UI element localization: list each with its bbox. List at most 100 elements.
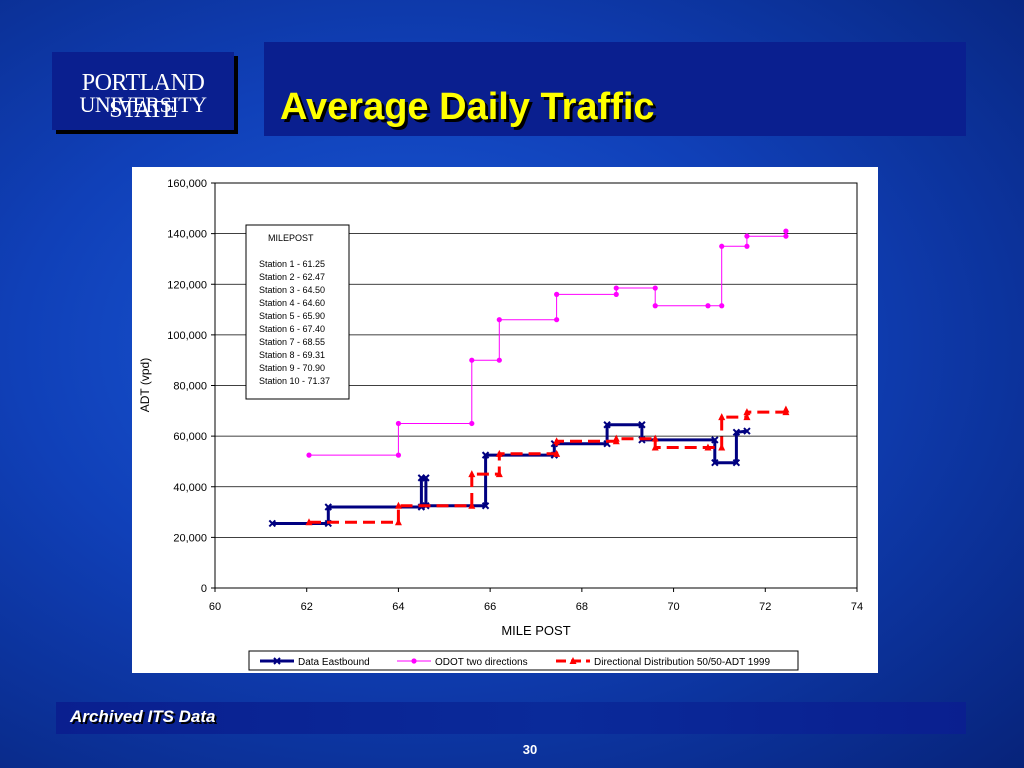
data-point [711, 458, 719, 467]
legend-marker [569, 657, 577, 664]
milepost-title: MILEPOST [268, 233, 314, 243]
legend-label: Data Eastbound [298, 657, 370, 668]
legend-label: Directional Distribution 50/50-ADT 1999 [594, 657, 770, 668]
data-point [744, 233, 750, 239]
milepost-entry: Station 5 - 65.90 [259, 311, 325, 321]
milepost-entry: Station 10 - 71.37 [259, 376, 330, 386]
data-point [554, 317, 560, 323]
y-tick-label: 60,000 [173, 431, 207, 443]
data-point [743, 408, 751, 416]
data-point [704, 443, 712, 451]
title-bar: Average Daily Traffic [264, 42, 966, 136]
y-tick-label: 120,000 [167, 279, 207, 291]
y-tick-label: 80,000 [173, 381, 207, 393]
data-point [613, 285, 619, 291]
adt-chart: 0 20,000 40,000 60,000 80,000 100,000 120,000 1… [138, 178, 863, 671]
page-number: 30 [522, 742, 538, 757]
series-0 [268, 421, 751, 528]
legend-marker [273, 657, 281, 665]
data-point [306, 452, 312, 458]
slide-title: Average Daily Traffic [280, 86, 655, 128]
data-point [732, 458, 741, 467]
data-point [553, 437, 561, 445]
milepost-entry: Station 3 - 64.50 [259, 285, 325, 295]
data-point [783, 228, 789, 234]
data-point [743, 413, 751, 421]
y-tick-label: 40,000 [173, 482, 207, 494]
data-point [705, 303, 711, 309]
y-tick-label: 100,000 [167, 330, 207, 342]
series-1 [306, 228, 789, 458]
x-tick-label: 66 [484, 601, 496, 613]
data-point [613, 291, 619, 297]
data-point [268, 519, 277, 528]
data-point [732, 428, 741, 437]
data-point [468, 501, 476, 509]
y-axis-label: ADT (vpd) [138, 358, 152, 412]
data-point [719, 303, 725, 309]
series-line [309, 409, 788, 524]
milepost-entry: Station 9 - 70.90 [259, 363, 325, 373]
data-point [783, 233, 789, 239]
x-tick-label: 68 [576, 601, 588, 613]
data-point [395, 420, 402, 427]
y-tick-label: 160,000 [167, 178, 207, 190]
data-point [651, 443, 659, 451]
data-point [324, 503, 332, 511]
data-point [744, 243, 750, 249]
milepost-entry: Station 1 - 61.25 [259, 259, 325, 269]
series-line [272, 423, 748, 525]
data-point [652, 285, 658, 291]
legend-label: ODOT two directions [435, 657, 528, 668]
logo-line-2: UNIVERSITY [79, 92, 208, 117]
milepost-box [245, 224, 350, 400]
chart-panel: 0 20,000 40,000 60,000 80,000 100,000 120,000 1… [132, 167, 878, 673]
data-point [468, 470, 476, 478]
x-tick-label: 74 [851, 601, 863, 613]
logo-line-1: PORTLAND STATE [81, 70, 205, 123]
data-point [719, 243, 725, 249]
data-point [743, 427, 751, 435]
x-tick-label: 60 [209, 601, 221, 613]
data-point [495, 470, 503, 478]
footer-text: Archived ITS Data [70, 707, 216, 726]
x-axis-label: MILE POST [501, 623, 570, 638]
footer-bar: Archived ITS Data [56, 702, 966, 734]
series-line [309, 231, 787, 456]
data-point [651, 434, 659, 442]
data-point [495, 449, 503, 457]
milepost-entry: Station 8 - 69.31 [259, 350, 325, 360]
milepost-entry: Station 7 - 68.55 [259, 337, 325, 347]
data-point [652, 303, 658, 309]
data-point [496, 317, 502, 323]
data-point [638, 421, 646, 429]
data-point [422, 474, 430, 482]
data-point [553, 449, 561, 457]
y-tick-label: 20,000 [173, 532, 207, 544]
data-point [782, 405, 790, 413]
milepost-entry: Station 6 - 67.40 [259, 324, 325, 334]
x-tick-label: 70 [667, 601, 679, 613]
data-point [496, 357, 502, 363]
data-point [469, 420, 475, 427]
legend-box [248, 650, 799, 671]
data-point [469, 357, 475, 363]
data-point [718, 413, 726, 421]
data-point [481, 451, 490, 459]
y-tick-label: 140,000 [167, 229, 207, 241]
legend-marker [411, 658, 417, 664]
university-logo: PORTLAND STATE UNIVERSITY [52, 52, 234, 130]
data-point [718, 443, 726, 451]
x-tick-label: 72 [759, 601, 771, 613]
x-tick-label: 64 [392, 601, 404, 613]
data-point [395, 452, 402, 458]
data-point [711, 436, 719, 444]
data-point [481, 502, 490, 510]
milepost-entry: Station 4 - 64.60 [259, 298, 325, 308]
milepost-entry: Station 2 - 62.47 [259, 272, 325, 282]
data-point [305, 518, 313, 526]
data-point [554, 291, 560, 297]
data-point [612, 434, 620, 442]
x-tick-label: 62 [301, 601, 313, 613]
y-tick-label: 0 [201, 583, 207, 595]
